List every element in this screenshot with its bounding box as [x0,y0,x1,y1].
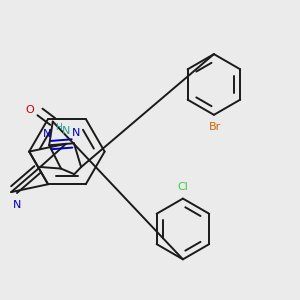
Text: N: N [62,126,70,136]
Text: N: N [72,128,81,137]
Text: Cl: Cl [178,182,188,191]
Text: H: H [55,123,62,132]
Text: N: N [43,130,51,140]
Text: N: N [13,200,21,210]
Text: O: O [26,105,34,116]
Text: Br: Br [208,122,221,132]
